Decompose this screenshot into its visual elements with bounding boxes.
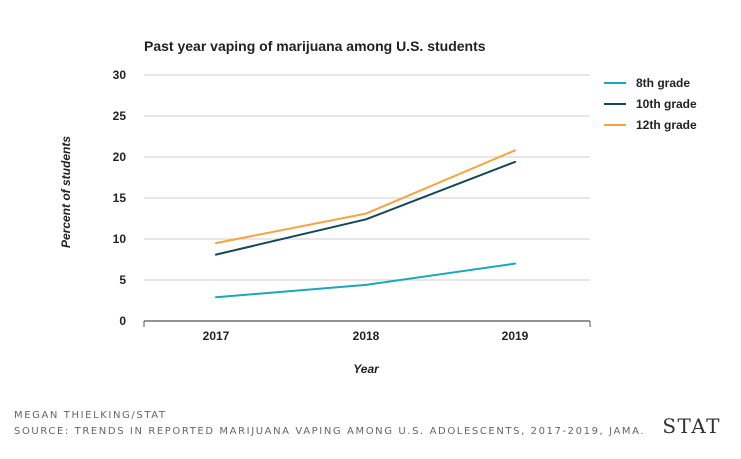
legend-swatch [604, 123, 626, 126]
legend-swatch [604, 81, 626, 84]
legend-item: 12th grade [604, 114, 697, 135]
legend: 8th grade 10th grade 12th grade [604, 72, 697, 135]
source-line: SOURCE: TRENDS IN REPORTED MARIJUANA VAP… [14, 426, 646, 437]
y-tick-label: 30 [113, 68, 127, 82]
legend-label: 8th grade [636, 75, 691, 90]
x-axis-label: Year [353, 362, 379, 376]
legend-swatch [604, 102, 626, 105]
legend-item: 10th grade [604, 93, 697, 114]
y-tick-label: 20 [113, 150, 127, 164]
x-tick-label: 2017 [203, 329, 230, 343]
stat-logo: STAT [662, 414, 721, 438]
legend-item: 8th grade [604, 72, 697, 93]
y-tick-label: 5 [119, 273, 126, 287]
credit-line: MEGAN THIELKING/STAT [14, 410, 167, 421]
x-tick-label: 2019 [502, 329, 529, 343]
series-line-8th-grade [215, 262, 516, 299]
series-line-10th-grade [215, 160, 516, 256]
chart-title: Past year vaping of marijuana among U.S.… [144, 38, 486, 54]
y-tick-label: 15 [113, 191, 127, 205]
legend-label: 10th grade [636, 96, 697, 111]
x-tick-label: 2018 [353, 329, 380, 343]
y-tick-label: 10 [113, 232, 127, 246]
y-tick-label: 25 [113, 109, 127, 123]
series-line-12th-grade [215, 149, 516, 245]
legend-label: 12th grade [636, 117, 697, 132]
y-tick-label: 0 [119, 314, 126, 328]
